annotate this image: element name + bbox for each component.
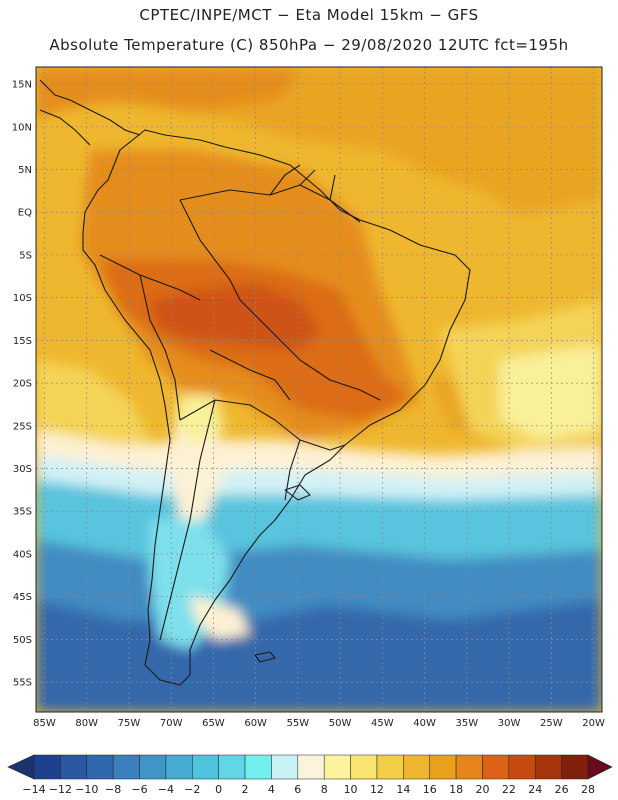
colorbar-bin [192,754,219,780]
colorbar-label: 4 [268,783,275,796]
chart-title-line1: CPTEC/INPE/MCT − Eta Model 15km − GFS [139,6,479,24]
coastline-and-borders [39,79,471,686]
colorbar-bins [7,754,613,780]
lat-label: 30S [13,464,32,475]
colorbar-label: 24 [528,783,542,796]
lat-label: 20S [13,379,32,390]
lat-label: 10S [13,293,32,304]
colorbar-label: 12 [370,783,384,796]
colorbar-label: 14 [396,783,410,796]
colorbar-bin [350,754,378,780]
colorbar-label: 2 [242,783,249,796]
lat-label: 55S [13,678,32,689]
lon-label: 70W [160,718,183,729]
lon-label: 75W [118,718,141,729]
field-region-andes-yellow [175,395,225,445]
colorbar-bin [33,754,61,780]
colorbar-bin [112,754,140,780]
colorbar-label: 26 [555,783,569,796]
colorbar-labels: −14 −12 −10 −8 −6 −4 −2 0 2 4 6 8 10 12 14 16 18 20 22 24 26… [22,783,595,796]
lon-label: 60W [244,718,267,729]
colorbar-label: −14 [22,783,45,796]
colorbar-bin [271,754,299,780]
colorbar-bin [429,754,457,780]
lat-lon-grid [36,67,602,712]
colorbar-bin [376,754,404,780]
colorbar-label: 8 [321,783,328,796]
colorbar-bin [218,754,246,780]
lon-label: 85W [33,718,56,729]
lat-label: 5S [19,250,32,261]
lat-label: 45S [13,592,32,603]
lon-label: 40W [413,718,436,729]
temperature-map: 15N 10N 5N EQ 5S 10S 15S 20S 25S 30S 35S 40S 45S 50S 5… [12,66,605,729]
field-region-andes-cream [170,420,225,520]
colorbar-label: −4 [158,783,174,796]
colorbar-bin [482,754,510,780]
longitude-labels: 85W 80W 75W 70W 65W 60W 55W 50W 45W 40W 35W 30W 25W 2… [33,718,605,729]
lat-label: 5N [18,165,32,176]
lon-label: 20W [582,718,605,729]
lon-label: 50W [329,718,352,729]
colorbar-label: −8 [105,783,121,796]
border-brazil [179,184,381,401]
colorbar-label: 0 [215,783,222,796]
field-region-hotspot [150,285,320,350]
colorbar-bin [455,754,483,780]
lat-label: 40S [13,549,32,560]
colorbar-label: 6 [294,783,301,796]
colorbar-bin [403,754,430,780]
lat-label: 35S [13,507,32,518]
lat-label: 10N [12,122,32,133]
colorbar-label: 20 [475,783,489,796]
colorbar-label: −10 [75,783,98,796]
colorbar-label: 22 [502,783,516,796]
colorbar-over-arrow [587,754,613,780]
field-region-caribbean [36,67,300,120]
field-region-pacific-yellow [36,360,150,450]
colorbar: −14 −12 −10 −8 −6 −4 −2 0 2 4 6 8 10 12 14 16 18 20 22 24 26… [7,754,613,796]
lon-label: 80W [75,718,98,729]
colorbar-label: 28 [581,783,595,796]
falklands-outline [254,651,276,663]
colorbar-bin [60,754,88,780]
lon-label: 25W [540,718,563,729]
chart-title-line2: Absolute Temperature (C) 850hPa − 29/08/… [49,36,569,54]
colorbar-bin [297,754,325,780]
river-plate-outline [284,484,311,501]
colorbar-bin [244,754,272,780]
colorbar-label: 18 [449,783,463,796]
lat-label: 15S [13,336,32,347]
lon-label: 65W [202,718,225,729]
lat-label: 25S [13,421,32,432]
lon-label: 55W [287,718,310,729]
colorbar-bin [139,754,167,780]
lon-label: 30W [498,718,521,729]
field-region-patagonia-cream [190,595,250,640]
lon-label: 35W [456,718,479,729]
latitude-labels: 15N 10N 5N EQ 5S 10S 15S 20S 25S 30S 35S 40S 45S 50S 5… [12,80,32,689]
lat-label: EQ [18,208,32,219]
lon-label: 45W [371,718,394,729]
colorbar-under-arrow [7,754,35,780]
lat-label: 50S [13,635,32,646]
lat-label: 15N [12,80,32,91]
colorbar-bin [165,754,193,780]
colorbar-label: −2 [184,783,200,796]
colorbar-bin [534,754,562,780]
map-frame [35,66,603,713]
border-andean [99,254,291,421]
colorbar-label: −12 [49,783,72,796]
colorbar-label: 10 [344,783,358,796]
colorbar-label: −6 [131,783,147,796]
colorbar-bin [86,754,114,780]
coastline-south-america [82,129,471,686]
coastline-central-america [39,79,141,146]
colorbar-bin [508,754,536,780]
colorbar-label: 16 [423,783,437,796]
colorbar-bin [323,754,351,780]
border-guianas [269,164,336,201]
colorbar-bin [561,754,589,780]
